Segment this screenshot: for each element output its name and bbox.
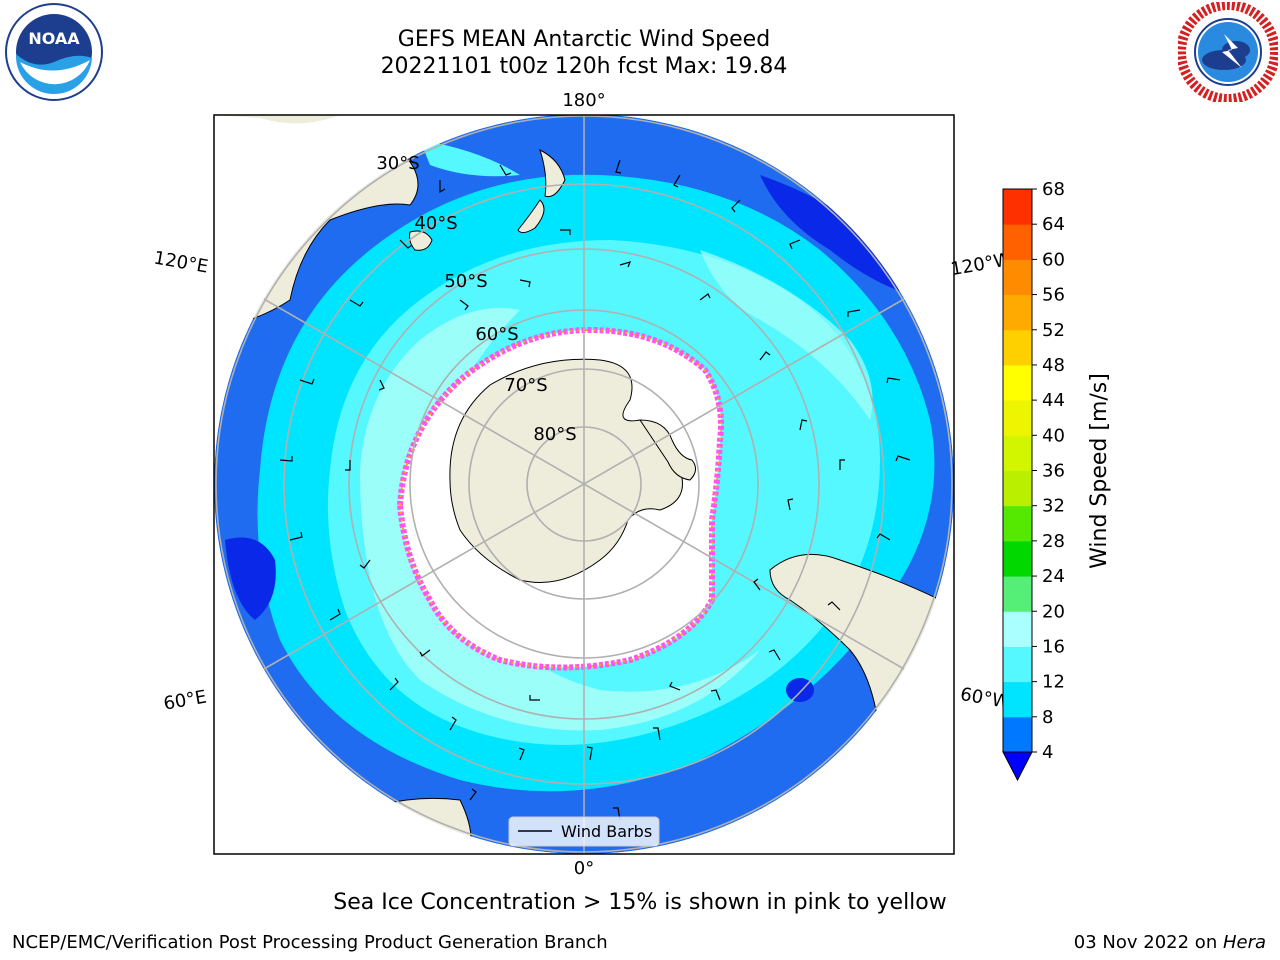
lat-label-30s: 30°S (376, 153, 419, 174)
lon-label-120e: 120°E (152, 247, 210, 277)
colorbar-segment (1003, 505, 1032, 542)
colorbar-tick-label: 20 (1042, 601, 1065, 622)
colorbar-segment (1003, 435, 1032, 471)
colorbar-tick-label: 68 (1042, 179, 1065, 200)
footer-credit: NCEP/EMC/Verification Post Processing Pr… (12, 932, 608, 953)
noaa-logo-text: NOAA (28, 29, 80, 48)
footer-date: 03 Nov 2022 on Hera (1074, 932, 1266, 953)
colorbar-tick-label: 16 (1042, 636, 1065, 657)
colorbar-under-arrow (1002, 751, 1033, 782)
nws-logo (1178, 2, 1278, 102)
colorbar-tick-label: 32 (1042, 496, 1065, 517)
chart-subtitle: 20221101 t00z 120h fcst Max: 19.84 (380, 54, 788, 79)
colorbar-segment (1003, 259, 1032, 296)
colorbar-segment (1003, 681, 1032, 718)
lon-label-60e: 60°E (162, 686, 208, 714)
colorbar-segment (1003, 716, 1032, 753)
colorbar-segment (1003, 576, 1032, 612)
colorbar-tick-label: 60 (1042, 249, 1065, 270)
colorbar-tick-label: 56 (1042, 285, 1065, 306)
colorbar-segment (1003, 540, 1032, 577)
legend-label: Wind Barbs (561, 822, 652, 841)
colorbar-tick-label: 36 (1042, 461, 1065, 482)
colorbar-segment (1003, 364, 1032, 401)
colorbar-label: Wind Speed [m/s] (1087, 373, 1112, 569)
lon-label-0: 0° (574, 858, 594, 879)
lat-label-60s: 60°S (475, 324, 518, 345)
chart-title: GEFS MEAN Antarctic Wind Speed (397, 27, 771, 52)
colorbar-tick-label: 28 (1042, 531, 1065, 552)
colorbar-segment (1003, 224, 1032, 260)
colorbar-segment (1003, 189, 1032, 225)
colorbar-tick-label: 12 (1042, 672, 1065, 693)
colorbar-segment (1003, 611, 1032, 647)
map-legend: Wind Barbs (508, 816, 660, 847)
colorbar-segment (1003, 400, 1032, 436)
colorbar-tick-label: 48 (1042, 355, 1065, 376)
footer-machine: Hera (1222, 932, 1266, 953)
colorbar-tick-label: 8 (1042, 707, 1053, 728)
lat-label-70s: 70°S (504, 375, 547, 396)
colorbar-segment (1003, 329, 1032, 366)
colorbar-segment (1003, 646, 1032, 683)
colorbar-tick-label: 64 (1042, 214, 1065, 235)
footer-date-text: 03 Nov 2022 on (1073, 932, 1223, 953)
colorbar-tick-label: 40 (1042, 425, 1065, 446)
lat-label-50s: 50°S (444, 271, 487, 292)
lat-label-40s: 40°S (414, 213, 457, 234)
colorbar-tick-label: 44 (1042, 390, 1065, 411)
map-border (213, 114, 955, 855)
lat-label-80s: 80°S (533, 424, 576, 445)
colorbar-tick-label: 24 (1042, 566, 1065, 587)
colorbar-tick-label: 52 (1042, 320, 1065, 341)
graticule (214, 115, 954, 854)
colorbar-segment (1003, 470, 1032, 507)
noaa-logo: NOAA (5, 3, 103, 101)
wind-barbs (279, 159, 911, 821)
colorbar-tick-label: 4 (1042, 742, 1053, 763)
lon-label-180: 180° (562, 90, 605, 111)
sea-ice-caption: Sea Ice Concentration > 15% is shown in … (333, 890, 947, 915)
colorbar-segment (1003, 294, 1032, 331)
